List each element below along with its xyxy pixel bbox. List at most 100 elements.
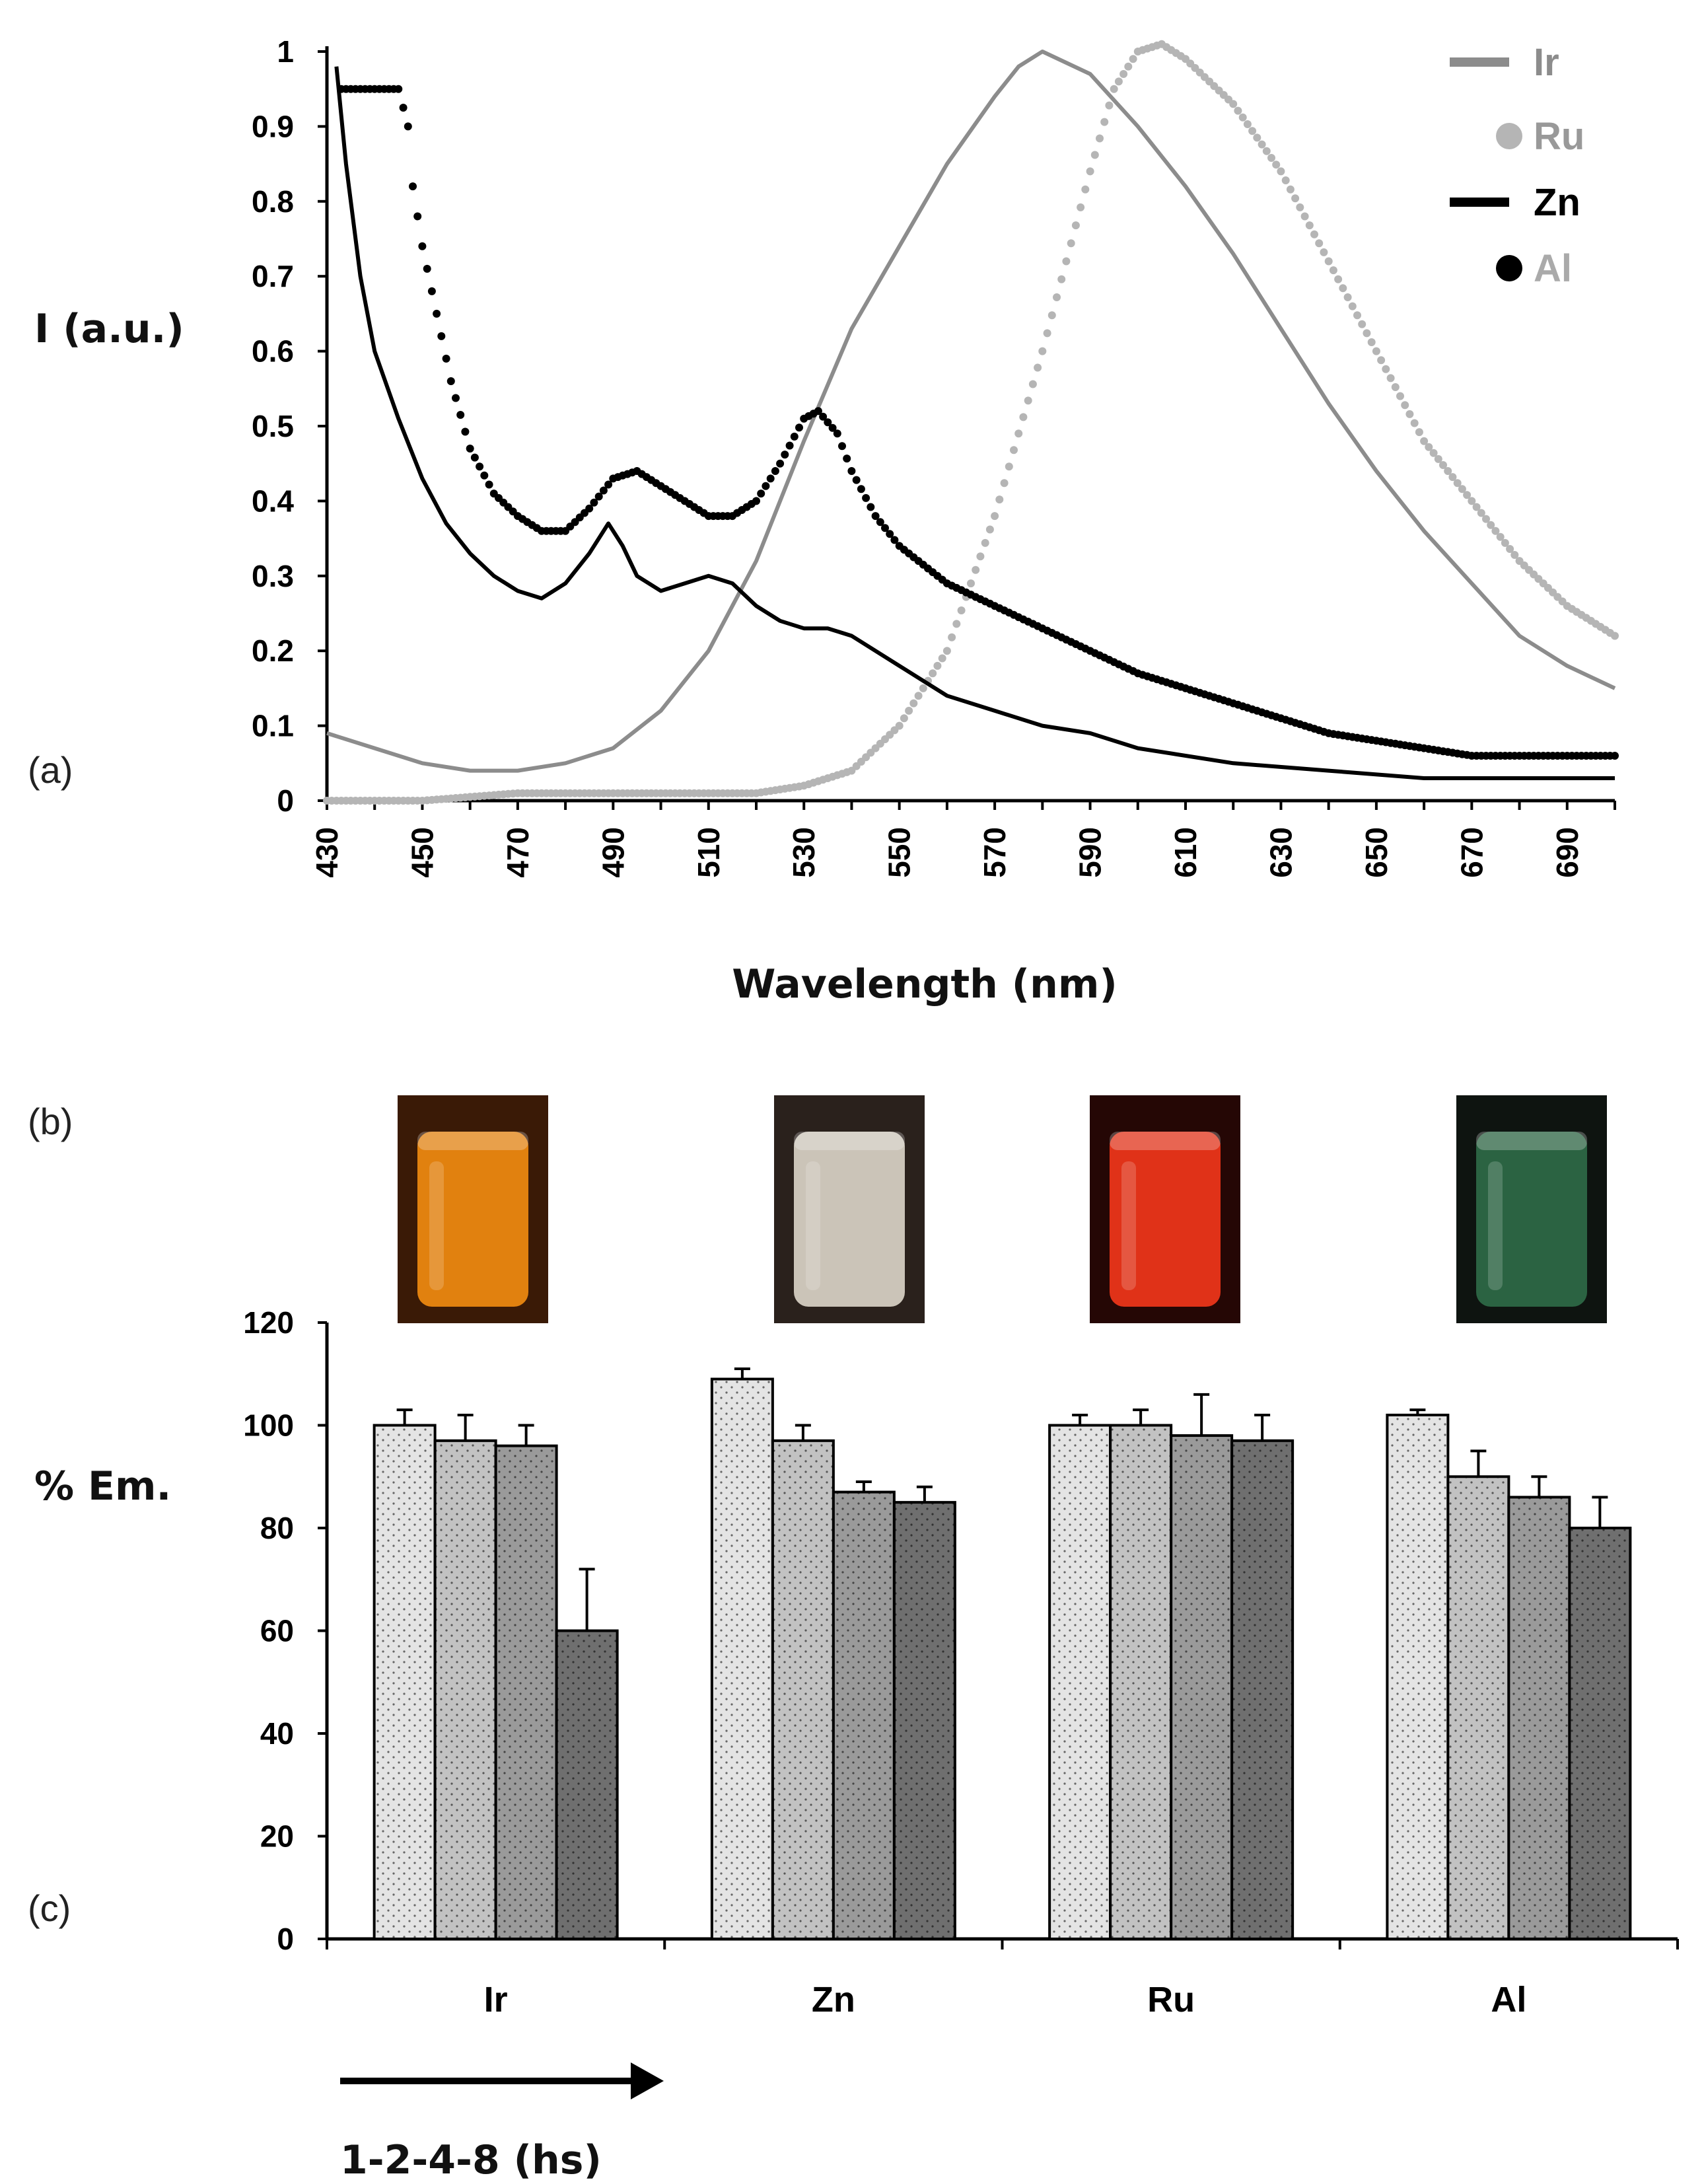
legend: Ir Ru Zn Al [1450, 41, 1584, 290]
data-point-ru [967, 579, 975, 588]
bar-y-tick-label: 40 [260, 1716, 294, 1751]
data-point-ru [1448, 473, 1457, 482]
data-point-al [427, 287, 436, 295]
emission-bar-chart: 0 20 40 60 80 100 120 Ir Zn Ru Al % Em. 1-2-4-8 (… [34, 1305, 1679, 2183]
data-point-al [838, 442, 846, 451]
data-point-ru [1339, 284, 1347, 293]
data-point-al [456, 411, 465, 419]
y-tick-label: 0.6 [252, 334, 294, 369]
data-point-al [437, 332, 446, 340]
data-point-ru [1310, 230, 1318, 238]
data-point-ru [1305, 221, 1314, 230]
data-point-al [776, 459, 785, 468]
data-point-ru [991, 512, 999, 521]
bar-al-4 [1568, 1496, 1632, 1940]
data-point-ru [1348, 302, 1357, 310]
data-point-ru [1067, 239, 1075, 248]
data-point-al [857, 485, 865, 493]
category-label-zn: Zn [812, 1980, 855, 2020]
vial-photo-zn [774, 1095, 925, 1323]
data-point-al [771, 467, 779, 475]
category-label-ru: Ru [1147, 1980, 1195, 2020]
data-point-al [442, 354, 450, 363]
bar-zn-1 [710, 1367, 774, 1940]
data-point-al [890, 536, 899, 544]
data-point-ru [1248, 127, 1257, 135]
data-point-al [785, 441, 794, 450]
data-point-ru [1334, 275, 1343, 283]
x-tick-label: 610 [1168, 827, 1203, 878]
data-point-al [399, 104, 408, 112]
category-label-al: Al [1491, 1980, 1526, 2020]
data-point-ru [1353, 311, 1361, 320]
data-point-ru [1124, 62, 1133, 71]
data-point-al [418, 242, 427, 250]
data-point-al [824, 418, 832, 427]
bar-zn-4 [892, 1485, 956, 1940]
data-point-ru [1238, 113, 1247, 122]
legend-label-al: Al [1534, 247, 1572, 290]
data-point-al [871, 512, 880, 521]
panel-label-b: (b) [28, 1101, 73, 1142]
data-point-al [819, 412, 828, 421]
data-point-ru [1501, 538, 1509, 547]
y-tick-label: 1 [277, 34, 294, 69]
vial-photo-al [1456, 1095, 1607, 1323]
data-point-al [433, 309, 441, 318]
data-point-ru [1396, 392, 1404, 400]
data-point-ru [1611, 632, 1619, 640]
data-point-ru [1420, 437, 1429, 445]
data-point-al [828, 423, 837, 432]
y-tick-label: 0.9 [252, 109, 294, 143]
y-tick-label: 0.2 [252, 634, 294, 668]
data-point-ru [1110, 85, 1118, 93]
data-point-ru [1267, 154, 1275, 162]
data-point-ru [1482, 515, 1490, 523]
bar-y-tick-label: 120 [243, 1305, 294, 1340]
data-point-ru [905, 706, 913, 715]
data-point-al [757, 490, 765, 498]
legend-swatch-al [1496, 255, 1522, 281]
bar-y-tick-label: 0 [277, 1922, 294, 1956]
data-point-ru [1487, 521, 1495, 529]
data-point-ru [938, 654, 946, 663]
data-point-ru [1324, 257, 1333, 266]
data-point-ru [1005, 462, 1013, 471]
data-point-al [423, 264, 431, 273]
data-point-ru [1291, 194, 1300, 203]
data-point-al [843, 455, 851, 463]
data-point-al [881, 524, 889, 532]
data-point-ru [1453, 479, 1462, 488]
y-tick-label: 0.8 [252, 184, 294, 219]
data-point-ru [1262, 147, 1271, 155]
y-tick-label: 0.7 [252, 259, 294, 293]
data-point-ru [1458, 485, 1466, 493]
data-point-ru [1010, 446, 1018, 455]
data-point-ru [1434, 455, 1442, 463]
data-point-ru [895, 721, 904, 730]
data-point-ru [1053, 293, 1061, 301]
data-point-al [452, 394, 460, 402]
data-point-ru [1401, 401, 1409, 410]
vial-photos [398, 1095, 1607, 1323]
data-point-al [862, 493, 870, 502]
bar-al-1 [1386, 1408, 1450, 1940]
data-point-al [470, 453, 479, 462]
data-point-ru [1296, 203, 1304, 211]
data-point-ru [1129, 55, 1137, 63]
panel-label-c: (c) [28, 1887, 71, 1929]
data-point-ru [1463, 491, 1472, 499]
panel-label-a: (a) [28, 749, 73, 791]
data-point-ru [972, 565, 980, 574]
x-tick-label: 550 [882, 827, 917, 878]
data-point-ru [1081, 185, 1090, 194]
data-point-ru [914, 692, 923, 700]
data-point-ru [976, 552, 985, 561]
data-point-al [790, 432, 799, 441]
legend-label-ir: Ir [1534, 41, 1559, 84]
data-point-al [886, 530, 894, 538]
data-point-ru [1496, 532, 1505, 541]
data-point-ru [1386, 374, 1395, 382]
data-point-al [852, 476, 861, 484]
